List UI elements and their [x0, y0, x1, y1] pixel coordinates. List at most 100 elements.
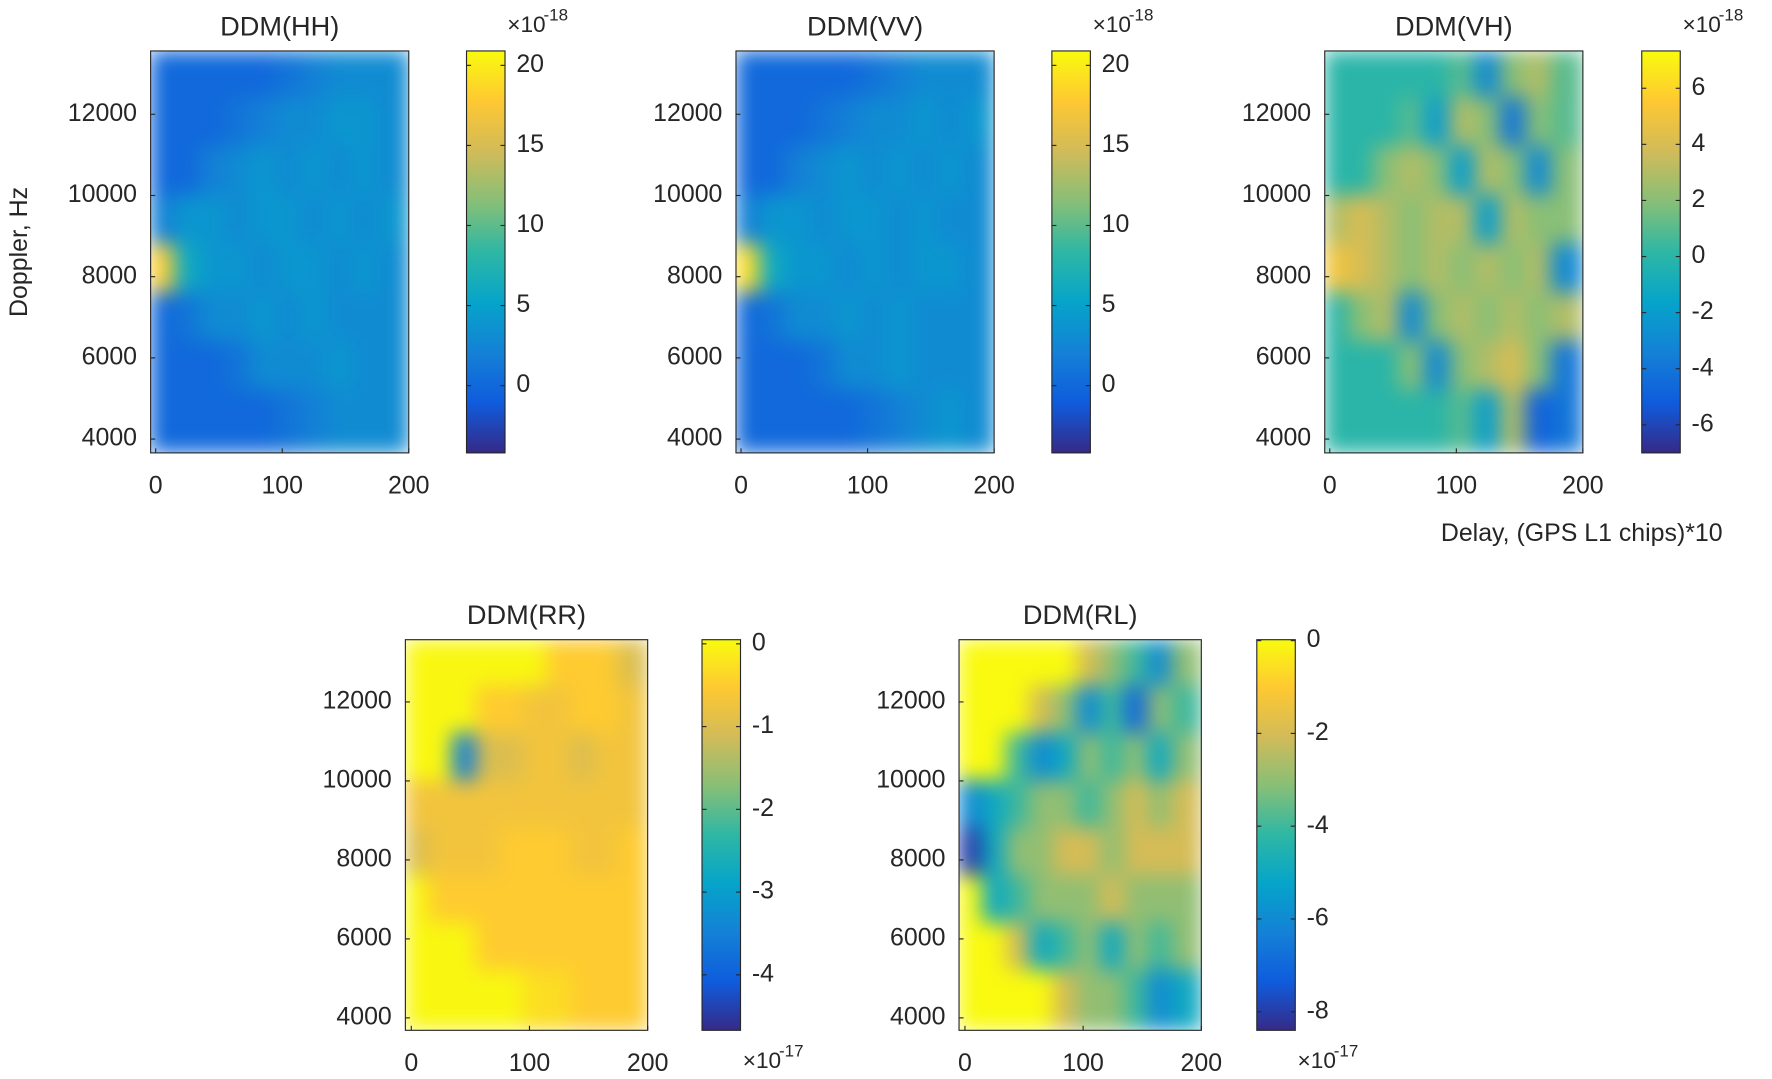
heatmap-cell [1076, 639, 1102, 687]
heatmap-cell [1005, 780, 1031, 829]
chart-title: DDM(RL) [1023, 599, 1138, 630]
heatmap-cell [174, 97, 201, 148]
colorbar-scale: ×10 [507, 12, 545, 37]
heatmap-cell [199, 292, 226, 343]
heatmap-cell [1100, 780, 1126, 829]
y-tick-label: 6000 [890, 923, 945, 951]
heatmap-cell [351, 194, 378, 245]
heatmap-cell [1550, 243, 1583, 294]
heatmap-cell [1053, 780, 1078, 829]
heatmap-cell [617, 875, 648, 924]
heatmap-cell [325, 146, 353, 197]
heatmap-cell [275, 146, 302, 197]
heatmap-cell [325, 50, 353, 99]
heatmap-cell [224, 50, 252, 99]
axes-frame [404, 639, 649, 1031]
heatmap-cell [546, 922, 572, 972]
heatmap-cell [300, 341, 328, 391]
heatmap-cell [886, 146, 913, 197]
heatmap-cell [835, 194, 862, 245]
x-tick-label: 0 [149, 471, 163, 499]
heatmap-cell [1100, 639, 1126, 687]
heatmap-cell [275, 243, 302, 294]
heatmap-cell [1324, 50, 1350, 99]
heatmap-cell [1474, 50, 1502, 99]
heatmap-cell [1373, 292, 1400, 343]
heatmap-cell [250, 292, 277, 343]
colorbar-tick-label: 0 [1692, 241, 1706, 269]
heatmap-cell [523, 922, 548, 972]
colorbar [466, 50, 506, 453]
heatmap-cell [250, 341, 277, 391]
heatmap-cell [1100, 922, 1126, 972]
heatmap-cell [982, 827, 1007, 877]
heatmap-cell [1324, 97, 1350, 148]
heatmap-cell [376, 97, 409, 148]
heatmap-cell [199, 194, 226, 245]
heatmap-cell [784, 97, 812, 148]
heatmap-cell [1123, 875, 1149, 924]
heatmap-cell [150, 243, 176, 294]
heatmap-cell [174, 243, 201, 294]
heatmap-cell [1525, 146, 1552, 197]
heatmap-cell [759, 146, 786, 197]
heatmap-cell [886, 194, 913, 245]
heatmap-cell [1029, 639, 1055, 687]
heatmap-cell [810, 292, 837, 343]
colorbar-scale: ×10 [1298, 1048, 1336, 1073]
heatmap-cell [351, 97, 378, 148]
colorbar-tick-label: -2 [1692, 297, 1714, 325]
heatmap-cell [452, 827, 477, 877]
heatmap-cell [1398, 243, 1426, 294]
heatmap-cell [810, 389, 837, 453]
heatmap-cell [593, 922, 619, 972]
x-tick-label: 200 [627, 1049, 669, 1077]
heatmap-cell [250, 146, 277, 197]
heatmap-cell [1324, 341, 1350, 391]
heatmap-cell [546, 732, 572, 782]
y-tick-label: 8000 [667, 261, 722, 289]
heatmap-cell [1398, 146, 1426, 197]
heatmap-cell [784, 341, 812, 391]
heatmap-cell [1348, 292, 1375, 343]
heatmap-cell [1029, 969, 1055, 1031]
heatmap-cell [1424, 194, 1451, 245]
heatmap-cell [1029, 827, 1055, 877]
heatmap-cell [351, 50, 378, 99]
heatmap-cell [1076, 875, 1102, 924]
heatmap-cell [570, 685, 596, 735]
heatmap-cell [452, 639, 477, 687]
heatmap-cell [936, 292, 964, 343]
heatmap-cell [275, 389, 302, 453]
heatmap-cell [1100, 685, 1126, 735]
heatmap-cell [1525, 97, 1552, 148]
heatmap-cell [351, 292, 378, 343]
heatmap-cell [546, 685, 572, 735]
heatmap-cells [959, 639, 1202, 1031]
heatmap-cell [1424, 50, 1451, 99]
heatmap-cell [250, 97, 277, 148]
heatmap-cell [499, 969, 525, 1031]
y-tick-label: 8000 [890, 844, 945, 872]
heatmap-cell [428, 780, 454, 829]
heatmap-cell [428, 685, 454, 735]
heatmap-cell [199, 146, 226, 197]
y-tick-label: 10000 [876, 766, 945, 794]
colorbar-tick-label: -3 [752, 877, 774, 905]
heatmap-cell [405, 969, 430, 1031]
heatmap-cell [735, 243, 761, 294]
heatmap-cell [1005, 685, 1031, 735]
heatmap-cell [174, 194, 201, 245]
heatmap-cell [1053, 969, 1078, 1031]
heatmap-cell [475, 827, 501, 877]
heatmap-cell [886, 97, 913, 148]
heatmap-cell [1500, 50, 1527, 99]
y-tick-label: 12000 [876, 687, 945, 715]
heatmap-cell [593, 827, 619, 877]
heatmap-cell [428, 639, 454, 687]
y-tick-label: 10000 [68, 180, 137, 208]
heatmap-cell [523, 875, 548, 924]
heatmap-cell [1449, 341, 1476, 391]
heatmap-cell [546, 780, 572, 829]
heatmap-cell [1550, 50, 1583, 99]
